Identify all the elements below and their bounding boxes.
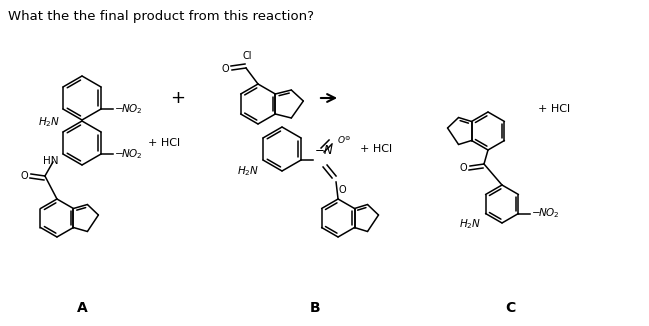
Text: $H_2N$: $H_2N$ bbox=[38, 115, 60, 129]
Text: $-\!NO_2$: $-\!NO_2$ bbox=[114, 147, 143, 161]
Text: $-N$: $-N$ bbox=[314, 144, 334, 157]
Text: O: O bbox=[459, 163, 467, 173]
Text: B: B bbox=[310, 301, 321, 315]
Text: + HCl: + HCl bbox=[538, 104, 570, 114]
Text: O: O bbox=[20, 171, 28, 181]
Text: HN: HN bbox=[43, 156, 59, 166]
Text: What the the final product from this reaction?: What the the final product from this rea… bbox=[8, 10, 314, 23]
Text: + HCl: + HCl bbox=[360, 144, 392, 154]
Text: $O^{\!\ominus}$: $O^{\!\ominus}$ bbox=[337, 134, 352, 146]
Text: + HCl: + HCl bbox=[148, 138, 180, 148]
Text: O: O bbox=[338, 185, 346, 195]
Text: O: O bbox=[221, 64, 229, 74]
Text: +: + bbox=[171, 89, 186, 107]
Text: A: A bbox=[77, 301, 88, 315]
Text: $H_2N$: $H_2N$ bbox=[459, 217, 482, 231]
Text: Cl: Cl bbox=[242, 51, 252, 61]
Text: $-\!NO_2$: $-\!NO_2$ bbox=[532, 207, 560, 220]
Text: C: C bbox=[505, 301, 515, 315]
Text: $H_2N$: $H_2N$ bbox=[237, 164, 259, 178]
Text: $-\!NO_2$: $-\!NO_2$ bbox=[114, 102, 143, 116]
